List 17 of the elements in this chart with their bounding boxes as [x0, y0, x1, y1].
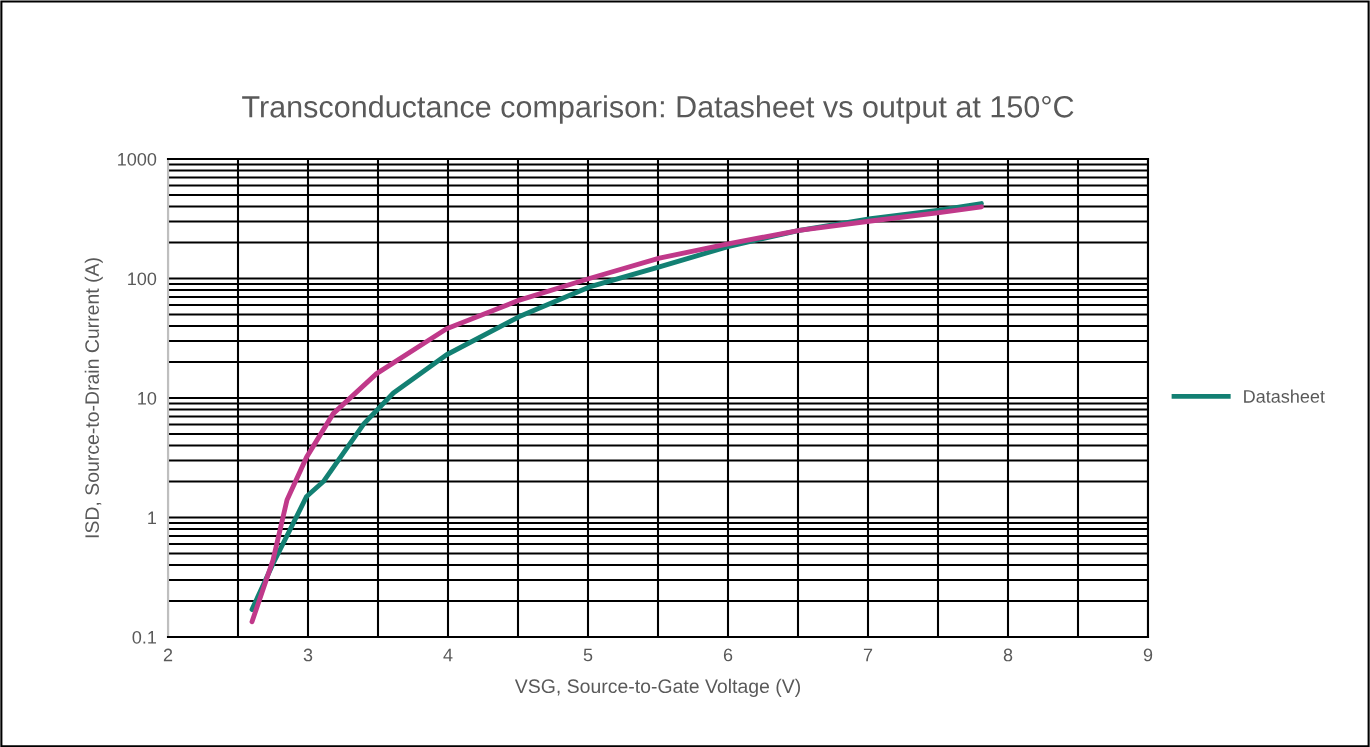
x-axis-title: VSG, Source-to-Gate Voltage (V) [514, 678, 800, 697]
x-tick-label: 6 [723, 648, 733, 662]
y-axis-title: ISD, Source-to-Drain Current (A) [84, 258, 103, 538]
y-tick-label: 1 [148, 511, 157, 525]
x-tick-label: 8 [1003, 648, 1013, 662]
y-tick-label: 0.1 [132, 630, 157, 644]
y-tick-label: 100 [128, 272, 157, 286]
x-tick-label: 9 [1143, 648, 1153, 662]
x-tick-label: 2 [163, 648, 173, 662]
legend-label: Datasheet [1244, 389, 1325, 403]
chart-title: Transconductance comparison: Datasheet vs output at 150°C [242, 95, 1074, 124]
x-tick-label: 4 [443, 648, 453, 662]
y-tick-label: 1000 [118, 152, 157, 166]
y-tick-label: 10 [138, 391, 157, 405]
x-tick-label: 3 [303, 648, 313, 662]
x-tick-label: 5 [583, 648, 593, 662]
x-tick-label: 7 [863, 648, 873, 662]
